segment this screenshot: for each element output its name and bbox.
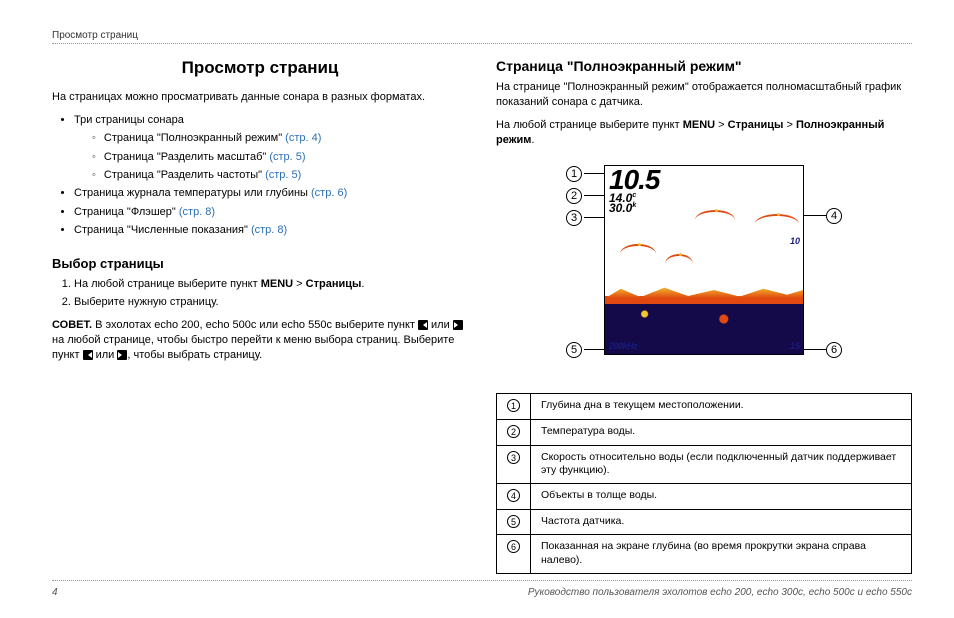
- list-item: Страница "Флэшер" (стр. 8): [74, 205, 468, 220]
- divider-top: [52, 43, 912, 44]
- list-item: Страница журнала температуры или глубины…: [74, 186, 468, 201]
- fish-arc-icon: [665, 254, 693, 264]
- page-ref-link[interactable]: (стр. 6): [311, 187, 347, 199]
- step-item: Выберите нужную страницу.: [74, 295, 468, 310]
- fish-arc-icon: [620, 244, 656, 254]
- page-ref-link[interactable]: (стр. 5): [265, 169, 301, 181]
- left-arrow-icon: [83, 350, 93, 360]
- section-heading: Выбор страницы: [52, 256, 468, 271]
- frequency-readout: 200kHz: [609, 341, 637, 351]
- list-item: Страница "Разделить масштаб" (стр. 5): [92, 150, 468, 165]
- breadcrumb: Просмотр страниц: [52, 30, 912, 41]
- callout-4: 4: [826, 208, 842, 224]
- page-ref-link[interactable]: (стр. 5): [269, 151, 305, 163]
- depth-scale: 15: [790, 341, 800, 351]
- footer-text: Руководство пользователя эхолотов echo 2…: [528, 587, 912, 598]
- list-item: Страница "Численные показания" (стр. 8): [74, 223, 468, 238]
- page-title: Просмотр страниц: [52, 58, 468, 78]
- step-item: На любой странице выберите пункт MENU > …: [74, 277, 468, 292]
- callout-1: 1: [566, 166, 582, 182]
- list-item: Страница "Разделить частоты" (стр. 5): [92, 168, 468, 183]
- intro-text: На странице "Полноэкранный режим" отобра…: [496, 80, 912, 110]
- callout-2: 2: [566, 188, 582, 204]
- legend-table: 1Глубина дна в текущем местоположении. 2…: [496, 393, 912, 573]
- right-arrow-icon: [117, 350, 127, 360]
- table-row: 6Показанная на экране глубина (во время …: [497, 535, 912, 573]
- table-row: 5Частота датчика.: [497, 509, 912, 535]
- table-row: 2Температура воды.: [497, 420, 912, 446]
- page-number: 4: [52, 587, 58, 598]
- list-item: Три страницы сонара Страница "Полноэкран…: [74, 113, 468, 184]
- instruction-text: На любой странице выберите пункт MENU > …: [496, 118, 912, 148]
- intro-text: На страницах можно просматривать данные …: [52, 90, 468, 105]
- callout-5: 5: [566, 342, 582, 358]
- left-arrow-icon: [418, 320, 428, 330]
- page-ref-link[interactable]: (стр. 8): [179, 206, 215, 218]
- table-row: 1Глубина дна в текущем местоположении.: [497, 394, 912, 420]
- page-ref-link[interactable]: (стр. 8): [251, 224, 287, 236]
- right-column: Страница "Полноэкранный режим" На страни…: [496, 58, 912, 574]
- speed-readout: 30.0k: [609, 203, 660, 213]
- depth-scale: 10: [790, 236, 800, 246]
- left-column: Просмотр страниц На страницах можно прос…: [52, 58, 468, 574]
- table-row: 3Скорость относительно воды (если подклю…: [497, 445, 912, 483]
- page-ref-link[interactable]: (стр. 4): [285, 132, 321, 144]
- fish-arc-icon: [755, 214, 799, 224]
- callout-6: 6: [826, 342, 842, 358]
- list-item: Страница "Полноэкранный режим" (стр. 4): [92, 131, 468, 146]
- table-row: 4Объекты в толще воды.: [497, 483, 912, 509]
- depth-readout: 10.5: [609, 168, 660, 192]
- callout-3: 3: [566, 210, 582, 226]
- fish-arc-icon: [695, 210, 735, 220]
- section-heading: Страница "Полноэкранный режим": [496, 58, 912, 74]
- sonar-figure: 1 2 3 5 4 6 10.5 14.0c 30.0k: [524, 157, 884, 379]
- tip-text: СОВЕТ. В эхолотах echo 200, echo 500c ил…: [52, 318, 468, 363]
- right-arrow-icon: [453, 320, 463, 330]
- sonar-screen: 10.5 14.0c 30.0k 10 15 200kHz: [604, 165, 804, 355]
